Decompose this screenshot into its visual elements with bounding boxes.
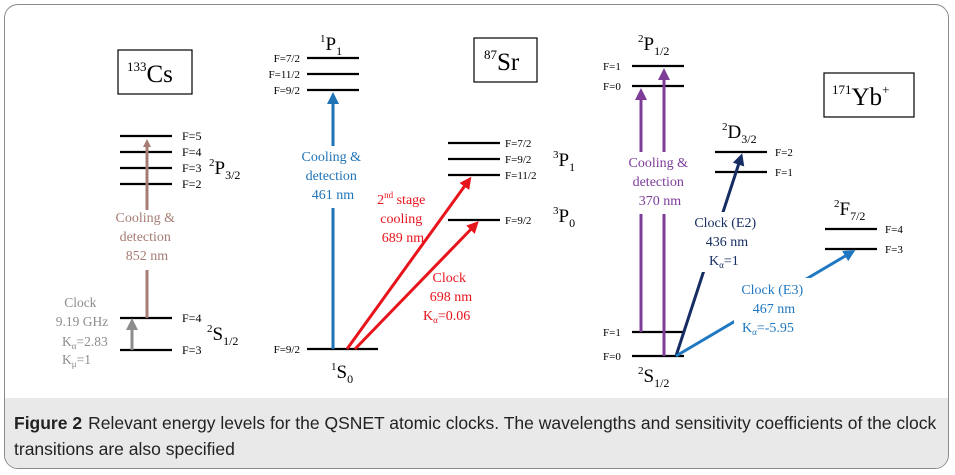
yb-clock-e2-label: Clock (E2) 436 nm <box>694 216 759 250</box>
yb-f-label: F=1 <box>775 167 793 179</box>
sr-term-1p1: 1P1 <box>320 33 342 58</box>
cs-k-alpha: Kα=2.83 <box>62 334 108 351</box>
yb-term-s12: 2S1/2 <box>638 365 669 390</box>
sr-clock-arrow <box>353 221 479 351</box>
yb-f-label: F=1 <box>603 327 621 339</box>
sr-clock-label: Clock 698 nm <box>430 271 473 305</box>
yb-term-d32: 2D3/2 <box>722 121 757 146</box>
yb-f-label: F=3 <box>885 244 903 256</box>
cs-k-mu: Kμ=1 <box>62 352 91 369</box>
sr-f-label: F=9/2 <box>505 154 531 166</box>
sr-f-label: F=7/2 <box>274 53 300 65</box>
yb-f-label: F=0 <box>603 81 621 93</box>
cs-f-label: F=4 <box>182 311 201 325</box>
sr-cooling-label-bg <box>288 146 378 208</box>
sr-f-label: F=11/2 <box>269 69 300 81</box>
cs-cooling-label: Cooling & detection 852 nm <box>115 211 178 264</box>
yb-e3-label-bg <box>734 278 814 340</box>
energy-level-diagram: 133Cs F=5 F=4 F=3 F=2 2P3/2 F=4 F=3 2S1/… <box>56 33 915 390</box>
sr-f-label: F=11/2 <box>505 170 536 182</box>
sr-f-label: F=9/2 <box>274 344 300 356</box>
caption-background <box>5 398 948 468</box>
yb-f-label: F=1 <box>603 61 621 73</box>
yb-title-box <box>823 72 915 118</box>
yb-e2-k-alpha: Kα=1 <box>709 254 739 270</box>
figure-caption: Figure 2 Relevant energy levels for the Q… <box>14 410 939 462</box>
sr-term-1s0: 1S0 <box>331 361 353 386</box>
yb-e3-k-alpha: Kα=-5.95 <box>742 321 794 337</box>
cs-term-p32: 2P3/2 <box>209 157 240 182</box>
yb-cooling-label-bg <box>620 152 700 214</box>
yb-cooling-label: Cooling & detection 370 nm <box>628 156 691 209</box>
cs-title-box <box>117 49 193 95</box>
sr-k-alpha: Kα=0.06 <box>423 309 470 325</box>
figure-label: Figure 2 <box>14 413 83 433</box>
cs-title: 133Cs <box>127 59 173 88</box>
sr-f-label: F=7/2 <box>505 138 531 150</box>
yb-term-f72: 2F7/2 <box>834 198 865 223</box>
sr-title-box <box>473 37 538 83</box>
yb-clock-e3-label: Clock (E3) 467 nm <box>741 283 806 317</box>
sr-cooling-label: Cooling & detection 461 nm <box>301 150 364 203</box>
sr-second-stage-label: 2nd stage cooling 689 nm <box>377 190 429 246</box>
sr-panel: 87Sr 1P1 F=7/2 F=11/2 F=9/2 F=9/2 1S0 F=… <box>269 33 576 386</box>
sr-title: 87Sr <box>484 47 520 76</box>
yb-e2-label-bg <box>690 212 764 272</box>
yb-term-p12: 2P1/2 <box>638 33 669 58</box>
cs-panel: 133Cs F=5 F=4 F=3 F=2 2P3/2 F=4 F=3 2S1/… <box>56 49 240 369</box>
cs-f-label: F=5 <box>182 129 201 143</box>
yb-title: 171Yb+ <box>832 82 889 111</box>
yb-f-label: F=4 <box>885 224 903 236</box>
sr-f-label: F=9/2 <box>274 85 300 97</box>
cs-term-s12: 2S1/2 <box>207 323 238 348</box>
cs-f-label: F=3 <box>182 343 201 357</box>
cs-f-label: F=3 <box>182 161 201 175</box>
sr-f-label: F=9/2 <box>505 215 531 227</box>
sr-term-3p0: 3P0 <box>553 205 575 230</box>
yb-f-label: F=0 <box>603 351 621 363</box>
sr-second-stage-arrow <box>345 176 472 350</box>
cs-f-label: F=2 <box>182 177 201 191</box>
yb-panel: 171Yb+ 2P1/2 F=1 F=0 2D3/2 F=2 F=1 2F7/2… <box>603 33 915 390</box>
yb-f-label: F=2 <box>775 147 793 159</box>
caption-text: Relevant energy levels for the QSNET ato… <box>14 413 937 459</box>
sr-term-3p1: 3P1 <box>553 149 575 174</box>
cs-cooling-label-bg <box>99 210 199 270</box>
cs-f-label: F=4 <box>182 145 201 159</box>
cs-clock-label: Clock 9.19 GHz <box>56 295 109 329</box>
